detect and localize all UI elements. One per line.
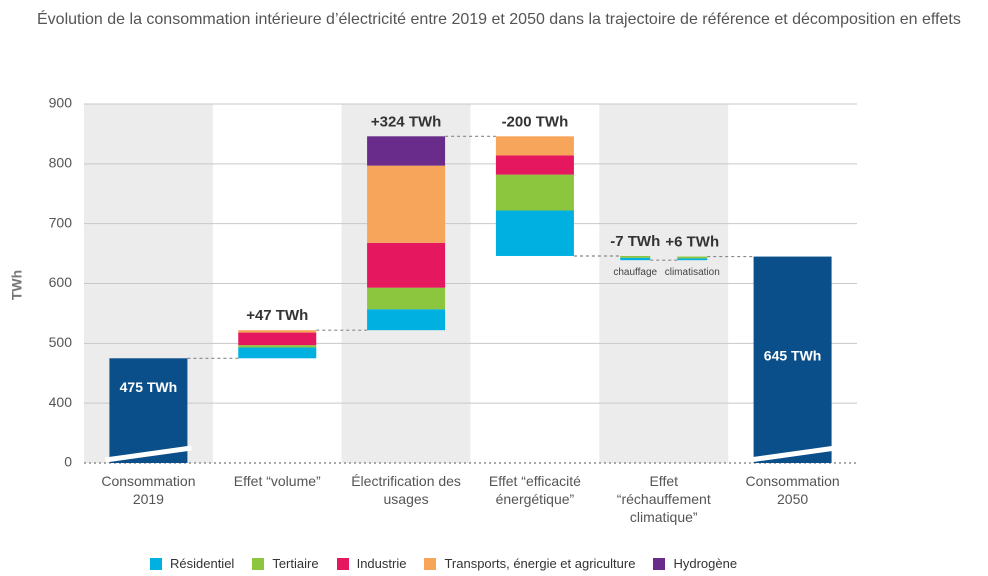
value-label: -200 TWh xyxy=(502,113,569,130)
legend-label: Hydrogène xyxy=(673,556,738,571)
legend-swatch xyxy=(424,557,437,570)
x-tick-label: Effet “volume” xyxy=(233,473,321,489)
value-label: +324 TWh xyxy=(371,113,441,130)
bar-segment xyxy=(495,136,574,156)
x-tick-label: Électrification des usages xyxy=(351,473,461,507)
bar-segment xyxy=(238,347,317,359)
legend-item: Industrie xyxy=(336,556,407,571)
x-tick-label: Consommation 2050 xyxy=(745,473,840,507)
y-tick-label: 0 xyxy=(64,454,72,470)
total-bar xyxy=(753,256,832,463)
bar-segment xyxy=(367,136,446,166)
bar-segment xyxy=(238,330,317,333)
bar-segment xyxy=(238,332,317,346)
x-tick-label: Effet “efficacité énergétique” xyxy=(488,473,581,507)
bar-segment xyxy=(677,256,708,259)
axis-break xyxy=(105,445,192,463)
legend-swatch xyxy=(252,557,265,570)
total-bar xyxy=(109,358,188,463)
legend-label: Tertiaire xyxy=(272,556,319,571)
chart-title: Évolution de la consommation intérieure … xyxy=(37,11,961,28)
value-label: 475 TWh xyxy=(120,379,178,395)
sub-label: climatisation xyxy=(665,267,720,278)
bar-segment xyxy=(367,309,446,331)
legend-swatch xyxy=(336,557,349,570)
bar-segment xyxy=(495,174,574,211)
y-tick-label: 900 xyxy=(49,95,73,111)
value-label: 645 TWh xyxy=(764,347,822,363)
bar-segment xyxy=(367,287,446,310)
bar-segment xyxy=(495,210,574,256)
y-tick-label: 500 xyxy=(49,334,73,350)
y-tick-label: 400 xyxy=(49,394,73,410)
y-axis-label: TWh xyxy=(9,270,25,300)
legend-label: Transports, énergie et agriculture xyxy=(444,556,636,571)
legend-label: Industrie xyxy=(356,556,407,571)
bar-segment xyxy=(620,257,651,261)
bar-segment xyxy=(677,258,708,261)
bar-segment xyxy=(367,165,446,243)
legend-item: Résidentiel xyxy=(150,556,234,571)
bar-segment xyxy=(620,255,651,258)
y-tick-label: 800 xyxy=(49,155,73,171)
y-tick-label: 600 xyxy=(49,274,73,290)
value-label: -7 TWh xyxy=(610,233,660,250)
legend-swatch xyxy=(150,557,162,570)
bar-segment xyxy=(238,345,317,348)
legend-item: Tertiaire xyxy=(252,556,319,571)
legend: Résidentiel Tertiaire Industrie Transports,… xyxy=(150,556,737,571)
bar-segment xyxy=(367,242,446,288)
legend-swatch xyxy=(653,557,666,570)
value-label: +47 TWh xyxy=(246,307,308,324)
legend-item: Hydrogène xyxy=(653,556,737,571)
axis-break xyxy=(749,445,836,463)
y-tick-label: 700 xyxy=(49,214,73,230)
legend-label: Résidentiel xyxy=(170,556,235,571)
bar-segment xyxy=(495,155,574,175)
value-label: +6 TWh xyxy=(665,234,719,251)
sub-label: chauffage xyxy=(613,267,657,278)
x-tick-label: Consommation 2019 xyxy=(101,473,196,507)
x-tick-label: Effet “réchauffement climatique” xyxy=(616,473,711,525)
legend-item: Transports, énergie et agriculture xyxy=(424,556,635,571)
